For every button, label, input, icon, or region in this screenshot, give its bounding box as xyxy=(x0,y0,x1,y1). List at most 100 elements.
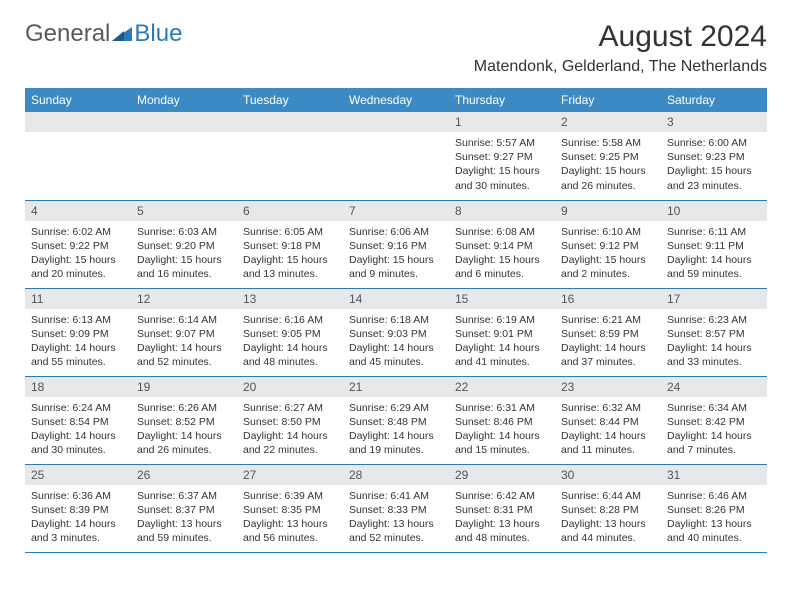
sunset-text: Sunset: 8:52 PM xyxy=(137,415,231,429)
sunset-text: Sunset: 8:39 PM xyxy=(31,503,125,517)
day-number: 7 xyxy=(343,201,449,221)
sunset-text: Sunset: 8:44 PM xyxy=(561,415,655,429)
day-cell: 30Sunrise: 6:44 AMSunset: 8:28 PMDayligh… xyxy=(555,464,661,552)
daylight-text: Daylight: 15 hours and 9 minutes. xyxy=(349,253,443,281)
day-header-tuesday: Tuesday xyxy=(237,88,343,112)
sunset-text: Sunset: 9:23 PM xyxy=(667,150,761,164)
day-number: 1 xyxy=(449,112,555,132)
day-number: 25 xyxy=(25,465,131,485)
daylight-text: Daylight: 15 hours and 6 minutes. xyxy=(455,253,549,281)
day-cell: 26Sunrise: 6:37 AMSunset: 8:37 PMDayligh… xyxy=(131,464,237,552)
day-content: Sunrise: 6:16 AMSunset: 9:05 PMDaylight:… xyxy=(237,309,343,376)
sunrise-text: Sunrise: 6:14 AM xyxy=(137,313,231,327)
daylight-text: Daylight: 14 hours and 59 minutes. xyxy=(667,253,761,281)
daylight-text: Daylight: 15 hours and 16 minutes. xyxy=(137,253,231,281)
day-number: 4 xyxy=(25,201,131,221)
sunrise-text: Sunrise: 6:27 AM xyxy=(243,401,337,415)
day-number: 27 xyxy=(237,465,343,485)
day-cell: 10Sunrise: 6:11 AMSunset: 9:11 PMDayligh… xyxy=(661,200,767,288)
day-header-saturday: Saturday xyxy=(661,88,767,112)
day-cell: 1Sunrise: 5:57 AMSunset: 9:27 PMDaylight… xyxy=(449,112,555,200)
day-cell: 24Sunrise: 6:34 AMSunset: 8:42 PMDayligh… xyxy=(661,376,767,464)
day-number: 11 xyxy=(25,289,131,309)
day-number: 18 xyxy=(25,377,131,397)
day-content: Sunrise: 6:02 AMSunset: 9:22 PMDaylight:… xyxy=(25,221,131,288)
sunrise-text: Sunrise: 6:19 AM xyxy=(455,313,549,327)
day-cell: 7Sunrise: 6:06 AMSunset: 9:16 PMDaylight… xyxy=(343,200,449,288)
sunrise-text: Sunrise: 6:13 AM xyxy=(31,313,125,327)
day-number: 21 xyxy=(343,377,449,397)
day-cell xyxy=(131,112,237,200)
week-row: 1Sunrise: 5:57 AMSunset: 9:27 PMDaylight… xyxy=(25,112,767,200)
sunrise-text: Sunrise: 6:41 AM xyxy=(349,489,443,503)
day-content: Sunrise: 5:58 AMSunset: 9:25 PMDaylight:… xyxy=(555,132,661,199)
empty-day-bar xyxy=(343,112,449,132)
sunrise-text: Sunrise: 6:11 AM xyxy=(667,225,761,239)
daylight-text: Daylight: 15 hours and 26 minutes. xyxy=(561,164,655,192)
day-number: 9 xyxy=(555,201,661,221)
logo-triangle-icon xyxy=(112,23,132,46)
day-content: Sunrise: 6:29 AMSunset: 8:48 PMDaylight:… xyxy=(343,397,449,464)
sunset-text: Sunset: 8:42 PM xyxy=(667,415,761,429)
logo-text-general: General xyxy=(25,20,110,48)
sunrise-text: Sunrise: 6:36 AM xyxy=(31,489,125,503)
day-number: 5 xyxy=(131,201,237,221)
daylight-text: Daylight: 14 hours and 52 minutes. xyxy=(137,341,231,369)
sunrise-text: Sunrise: 6:03 AM xyxy=(137,225,231,239)
day-content: Sunrise: 6:13 AMSunset: 9:09 PMDaylight:… xyxy=(25,309,131,376)
day-content: Sunrise: 6:21 AMSunset: 8:59 PMDaylight:… xyxy=(555,309,661,376)
day-cell: 8Sunrise: 6:08 AMSunset: 9:14 PMDaylight… xyxy=(449,200,555,288)
header: General Blue August 2024 Matendonk, Geld… xyxy=(25,20,767,76)
sunrise-text: Sunrise: 6:34 AM xyxy=(667,401,761,415)
sunrise-text: Sunrise: 5:57 AM xyxy=(455,136,549,150)
day-content: Sunrise: 6:34 AMSunset: 8:42 PMDaylight:… xyxy=(661,397,767,464)
daylight-text: Daylight: 14 hours and 30 minutes. xyxy=(31,429,125,457)
daylight-text: Daylight: 13 hours and 56 minutes. xyxy=(243,517,337,545)
day-content: Sunrise: 6:23 AMSunset: 8:57 PMDaylight:… xyxy=(661,309,767,376)
day-content: Sunrise: 6:08 AMSunset: 9:14 PMDaylight:… xyxy=(449,221,555,288)
day-number: 31 xyxy=(661,465,767,485)
sunrise-text: Sunrise: 5:58 AM xyxy=(561,136,655,150)
day-number: 2 xyxy=(555,112,661,132)
day-content: Sunrise: 6:11 AMSunset: 9:11 PMDaylight:… xyxy=(661,221,767,288)
daylight-text: Daylight: 14 hours and 22 minutes. xyxy=(243,429,337,457)
sunset-text: Sunset: 9:07 PM xyxy=(137,327,231,341)
day-cell: 17Sunrise: 6:23 AMSunset: 8:57 PMDayligh… xyxy=(661,288,767,376)
sunrise-text: Sunrise: 6:42 AM xyxy=(455,489,549,503)
sunrise-text: Sunrise: 6:18 AM xyxy=(349,313,443,327)
daylight-text: Daylight: 15 hours and 30 minutes. xyxy=(455,164,549,192)
day-number: 17 xyxy=(661,289,767,309)
day-content: Sunrise: 6:19 AMSunset: 9:01 PMDaylight:… xyxy=(449,309,555,376)
day-number: 6 xyxy=(237,201,343,221)
location: Matendonk, Gelderland, The Netherlands xyxy=(474,58,767,76)
sunrise-text: Sunrise: 6:44 AM xyxy=(561,489,655,503)
sunset-text: Sunset: 9:25 PM xyxy=(561,150,655,164)
logo: General Blue xyxy=(25,20,182,48)
day-number: 19 xyxy=(131,377,237,397)
day-cell: 4Sunrise: 6:02 AMSunset: 9:22 PMDaylight… xyxy=(25,200,131,288)
sunset-text: Sunset: 8:59 PM xyxy=(561,327,655,341)
sunrise-text: Sunrise: 6:16 AM xyxy=(243,313,337,327)
day-content: Sunrise: 6:36 AMSunset: 8:39 PMDaylight:… xyxy=(25,485,131,552)
day-number: 24 xyxy=(661,377,767,397)
day-cell: 13Sunrise: 6:16 AMSunset: 9:05 PMDayligh… xyxy=(237,288,343,376)
day-content: Sunrise: 6:14 AMSunset: 9:07 PMDaylight:… xyxy=(131,309,237,376)
day-content: Sunrise: 6:31 AMSunset: 8:46 PMDaylight:… xyxy=(449,397,555,464)
day-content: Sunrise: 6:37 AMSunset: 8:37 PMDaylight:… xyxy=(131,485,237,552)
day-cell: 2Sunrise: 5:58 AMSunset: 9:25 PMDaylight… xyxy=(555,112,661,200)
sunset-text: Sunset: 8:31 PM xyxy=(455,503,549,517)
daylight-text: Daylight: 14 hours and 15 minutes. xyxy=(455,429,549,457)
sunrise-text: Sunrise: 6:02 AM xyxy=(31,225,125,239)
week-row: 18Sunrise: 6:24 AMSunset: 8:54 PMDayligh… xyxy=(25,376,767,464)
sunset-text: Sunset: 8:50 PM xyxy=(243,415,337,429)
daylight-text: Daylight: 14 hours and 48 minutes. xyxy=(243,341,337,369)
sunrise-text: Sunrise: 6:08 AM xyxy=(455,225,549,239)
day-number: 20 xyxy=(237,377,343,397)
sunset-text: Sunset: 9:18 PM xyxy=(243,239,337,253)
sunset-text: Sunset: 8:57 PM xyxy=(667,327,761,341)
day-content: Sunrise: 6:24 AMSunset: 8:54 PMDaylight:… xyxy=(25,397,131,464)
day-cell: 23Sunrise: 6:32 AMSunset: 8:44 PMDayligh… xyxy=(555,376,661,464)
day-number: 8 xyxy=(449,201,555,221)
logo-text-blue: Blue xyxy=(134,20,182,48)
sunset-text: Sunset: 8:46 PM xyxy=(455,415,549,429)
